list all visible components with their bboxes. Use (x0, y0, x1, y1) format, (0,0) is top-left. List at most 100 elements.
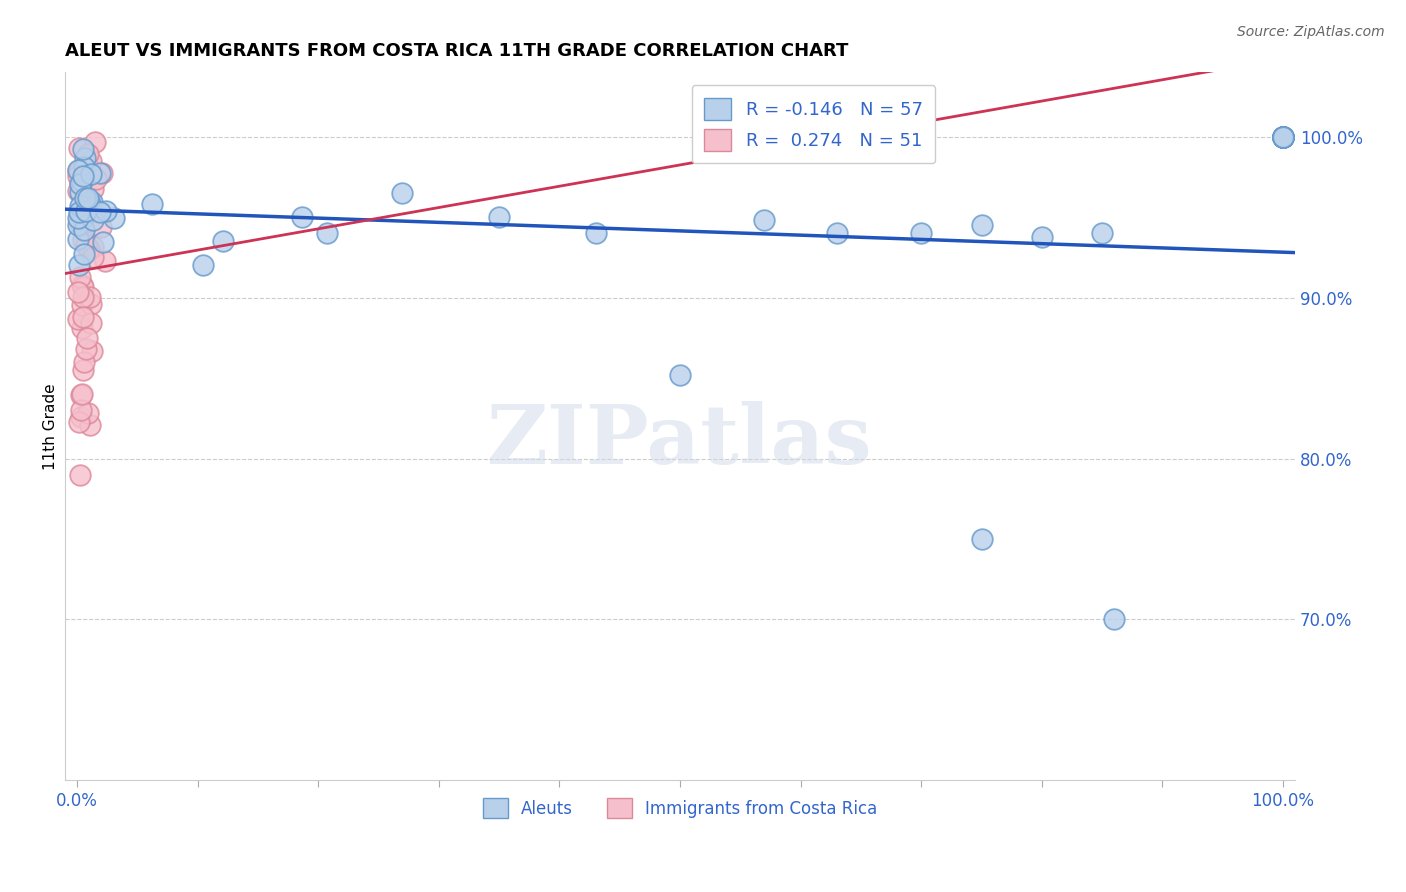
Text: ALEUT VS IMMIGRANTS FROM COSTA RICA 11TH GRADE CORRELATION CHART: ALEUT VS IMMIGRANTS FROM COSTA RICA 11TH… (65, 42, 848, 60)
Point (79, 417, 101, 432)
Point (141, 197, 163, 211)
Point (73, 223, 96, 237)
Point (70, 298, 93, 312)
Point (70, 409, 93, 424)
Point (79, 195, 101, 210)
Point (391, 186, 413, 200)
Point (69, 177, 91, 191)
Point (67, 258, 90, 272)
Point (69, 199, 91, 213)
Point (75, 342, 97, 356)
Point (67, 169, 90, 183)
Point (754, 213, 776, 227)
Point (76, 191, 98, 205)
Point (79, 297, 101, 311)
Point (82, 182, 104, 196)
Point (67, 141, 90, 155)
Point (1091, 227, 1114, 241)
Point (76, 147, 98, 161)
Point (79, 197, 101, 211)
Point (1271, 129, 1294, 144)
Point (72, 290, 94, 304)
Point (103, 211, 125, 226)
Point (75, 237, 97, 252)
Point (67, 163, 90, 178)
Point (67, 211, 90, 225)
Point (89, 166, 111, 180)
Point (83, 135, 105, 149)
Point (291, 211, 314, 225)
Point (70, 388, 93, 402)
Point (67, 285, 90, 299)
Point (72, 207, 94, 221)
Point (1271, 129, 1294, 144)
Point (67, 205, 90, 219)
Point (82, 251, 104, 265)
Point (1271, 129, 1294, 144)
Point (315, 227, 337, 241)
Point (79, 290, 101, 304)
Point (212, 235, 235, 249)
Point (1271, 129, 1294, 144)
Point (825, 227, 848, 241)
Point (70, 387, 93, 401)
Point (72, 211, 94, 225)
Point (77, 200, 100, 214)
Point (75, 204, 97, 219)
Point (82, 240, 104, 254)
Point (72, 310, 94, 324)
Point (72, 234, 94, 248)
Point (69, 403, 91, 417)
Point (80, 343, 103, 358)
Point (69, 162, 91, 177)
Point (70, 174, 93, 188)
Point (67, 218, 90, 232)
Point (1271, 129, 1294, 144)
Point (82, 213, 104, 227)
Point (1102, 612, 1125, 626)
Point (1271, 129, 1294, 144)
Point (73, 151, 96, 165)
Point (79, 153, 101, 168)
Point (67, 415, 90, 429)
Point (94, 253, 117, 268)
Point (67, 184, 90, 198)
Point (69, 185, 91, 199)
Point (94, 203, 117, 218)
Point (69, 269, 91, 284)
Point (76, 406, 98, 420)
Point (72, 279, 94, 293)
Point (69, 219, 91, 233)
Point (669, 368, 692, 382)
Point (73, 246, 96, 260)
Point (488, 211, 510, 225)
Point (84, 171, 107, 186)
Point (73, 355, 96, 369)
Point (90, 219, 112, 234)
Point (72, 321, 94, 335)
Point (191, 259, 214, 273)
Point (72, 142, 94, 156)
Point (69, 205, 91, 219)
Point (76, 157, 98, 171)
Point (80, 316, 103, 330)
Point (67, 164, 90, 178)
Point (1271, 129, 1294, 144)
Y-axis label: 11th Grade: 11th Grade (44, 383, 58, 470)
Text: ZIPatlas: ZIPatlas (488, 401, 873, 481)
Point (72, 211, 94, 226)
Point (90, 166, 112, 180)
Point (79, 167, 101, 181)
Point (1271, 129, 1294, 144)
Point (72, 363, 94, 377)
Point (69, 176, 91, 190)
Point (970, 219, 993, 233)
Point (73, 191, 96, 205)
Point (1031, 229, 1053, 244)
Point (80, 195, 103, 210)
Point (77, 242, 100, 256)
Point (70, 278, 93, 293)
Point (910, 227, 932, 241)
Point (1271, 129, 1294, 144)
Point (73, 160, 96, 174)
